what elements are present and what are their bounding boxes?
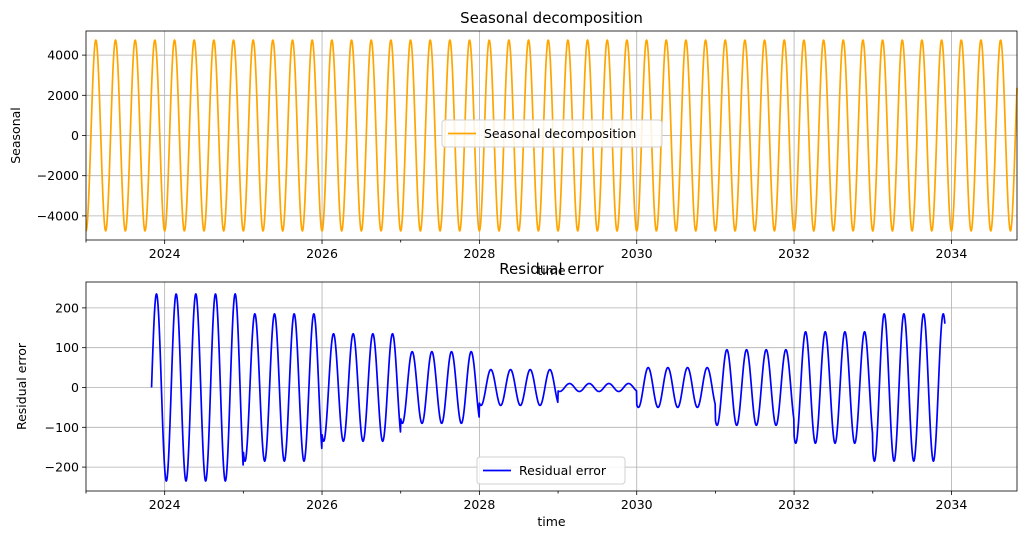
y-tick-label: 2000 [47,88,79,103]
y-tick-label: 0 [71,380,79,395]
x-tick-label: 2032 [778,497,810,512]
legend-label: Seasonal decomposition [484,126,636,141]
chart-title: Seasonal decomposition [460,9,643,27]
y-axis-label: Seasonal [8,107,23,164]
x-axis-label: time [537,514,566,529]
series-line-seasonal-decomposition [85,39,1018,232]
y-tick-label: −100 [45,420,79,435]
x-tick-label: 2026 [306,246,338,261]
x-tick-label: 2028 [463,497,495,512]
legend-box [441,119,663,148]
x-tick-label: 2024 [149,497,181,512]
x-tick-label: 2028 [463,246,495,261]
y-tick-label: 0 [71,128,79,143]
legend-label: Residual error [519,463,607,478]
y-tick-label: −2000 [37,168,79,183]
x-tick-label: 2034 [936,497,968,512]
x-axis-label: time [537,263,566,278]
residual-panel: 2024 2026 2028 2030 2032 2034 −200 −100 0 100 200 R… [14,260,1018,529]
legend-box [476,456,626,485]
x-tick-label: 2024 [149,246,181,261]
legend: Seasonal decomposition [441,119,663,148]
x-tick-label: 2032 [778,246,810,261]
y-tick-label: −200 [45,460,79,475]
y-tick-label: 200 [55,300,79,315]
legend: Residual error [476,456,626,485]
x-tick-label: 2034 [936,246,968,261]
chart-title: Residual error [499,260,604,278]
x-tick-label: 2030 [621,497,653,512]
plot-frame [85,281,1018,492]
y-tick-label: 4000 [47,48,79,63]
series-line-residual-error [150,293,946,482]
y-axis-label: Residual error [14,342,29,430]
x-tick-label: 2030 [621,246,653,261]
y-tick-label: −4000 [37,208,79,223]
y-tick-label: 100 [55,340,79,355]
x-tick-label: 2026 [306,497,338,512]
seasonal-panel: 2024 2026 2028 2030 2032 2034 −4000 −2000 0 2000 4… [8,9,1018,278]
